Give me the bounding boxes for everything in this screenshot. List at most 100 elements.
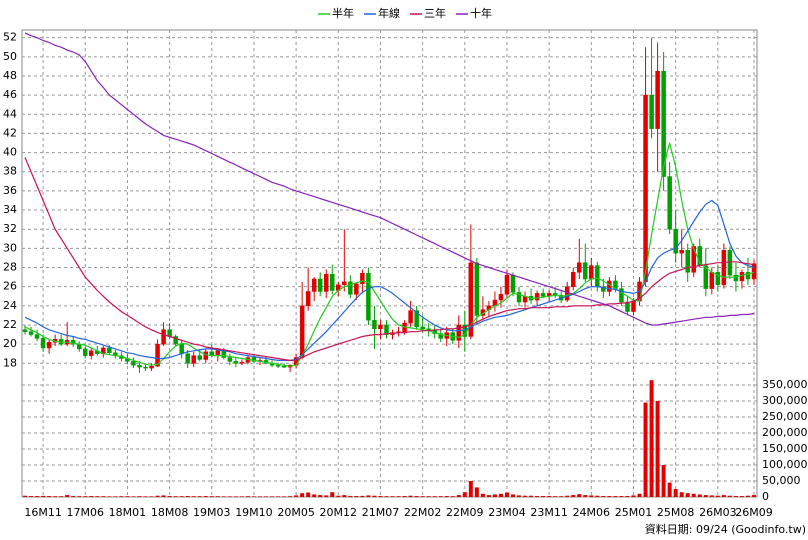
volume-bar — [89, 496, 94, 497]
volume-bar — [312, 494, 317, 497]
volume-bar — [83, 496, 88, 497]
candle-body — [456, 324, 462, 341]
volume-bar — [348, 496, 353, 497]
y-tick-label: 48 — [3, 69, 17, 82]
volume-bar — [185, 496, 190, 497]
candle-body — [709, 272, 715, 289]
volume-bar — [29, 496, 34, 497]
candle-body — [323, 273, 329, 292]
candle-body — [173, 336, 178, 345]
volume-bar — [239, 496, 244, 497]
volume-bar — [131, 496, 136, 497]
volume-bar — [396, 496, 401, 497]
candle-body — [625, 301, 630, 312]
volume-bar — [637, 493, 642, 497]
y2-tick-label: 100,000 — [762, 458, 808, 471]
candle-body — [131, 361, 136, 366]
volume-bar — [203, 496, 208, 497]
y-tick-label: 44 — [3, 107, 17, 120]
candle-body — [354, 283, 359, 295]
volume-bar — [511, 494, 516, 497]
volume-bar — [53, 496, 58, 497]
volume-bar — [583, 495, 588, 497]
volume-bar — [288, 496, 293, 497]
y2-tick-label: 200,000 — [762, 426, 808, 439]
volume-bar — [679, 492, 684, 497]
volume-bar — [408, 495, 413, 497]
candle-body — [70, 340, 76, 345]
candle-body — [209, 351, 215, 355]
ma-line — [24, 142, 755, 367]
x-tick-label: 19M03 — [193, 506, 231, 519]
candle-body — [185, 353, 190, 364]
volume-bar — [47, 496, 52, 497]
y-tick-label: 20 — [3, 337, 17, 350]
candle-body — [179, 343, 184, 354]
y-tick-label: 24 — [3, 299, 17, 312]
x-tick-label: 23M04 — [488, 506, 526, 519]
volume-bar — [595, 495, 600, 497]
volume-bar — [673, 488, 678, 497]
volume-bar — [444, 496, 449, 497]
candle-body — [595, 265, 600, 287]
volume-bar — [300, 493, 305, 497]
candle-body — [673, 228, 678, 254]
candle-body — [534, 293, 540, 301]
y-tick-label: 34 — [3, 203, 17, 216]
volume-bar — [571, 495, 576, 497]
candle-body — [589, 265, 594, 280]
y2-tick-label: 300,000 — [762, 394, 808, 407]
y2-tick-label: 350,000 — [762, 378, 808, 391]
volume-bar — [107, 496, 112, 497]
candle-body — [107, 347, 112, 354]
candle-body — [601, 286, 606, 292]
y-tick-label: 32 — [3, 222, 17, 235]
candle-body — [281, 365, 287, 368]
volume-bar — [35, 496, 40, 497]
candle-body — [311, 278, 317, 292]
candle-body — [317, 278, 323, 292]
candle-body — [149, 365, 154, 369]
volume-bar — [426, 496, 431, 497]
volume-bar — [468, 480, 473, 497]
candle-body — [751, 263, 757, 280]
y-tick-label: 40 — [3, 146, 17, 159]
volume-bar — [95, 496, 100, 497]
candle-body — [667, 176, 672, 230]
volume-bar — [251, 496, 256, 497]
x-tick-label: 22M02 — [404, 506, 442, 519]
x-tick-label: 16M11 — [24, 506, 62, 519]
y-tick-label: 38 — [3, 165, 17, 178]
volume-bar — [342, 495, 347, 497]
volume-bar — [691, 493, 696, 497]
volume-bar — [649, 380, 654, 497]
candle-body — [691, 246, 696, 273]
volume-bar — [414, 496, 419, 497]
volume-bar — [276, 496, 281, 497]
volume-bar — [113, 496, 118, 497]
candle-body — [46, 341, 52, 349]
candle-body — [661, 70, 666, 177]
volume-bar — [631, 495, 636, 497]
volume-bar — [703, 495, 708, 497]
volume-bar — [745, 495, 750, 497]
y-tick-label: 28 — [3, 261, 17, 274]
volume-bar — [565, 495, 570, 497]
volume-bar — [589, 495, 594, 497]
y2-tick-label: 250,000 — [762, 410, 808, 423]
volume-bar — [245, 496, 250, 497]
candle-body — [715, 272, 721, 286]
volume-bar — [559, 496, 564, 497]
candle-body — [275, 364, 281, 367]
candle-body — [414, 310, 419, 328]
legend-label: 半年 — [332, 6, 354, 20]
volume-bar — [643, 402, 648, 497]
volume-bar — [480, 493, 485, 497]
x-tick-label: 26M09 — [735, 506, 773, 519]
candle-body — [239, 362, 245, 364]
candle-body — [251, 357, 257, 362]
volume-bar — [613, 496, 618, 497]
volume-bar — [577, 494, 582, 497]
x-tick-label: 17M06 — [67, 506, 105, 519]
